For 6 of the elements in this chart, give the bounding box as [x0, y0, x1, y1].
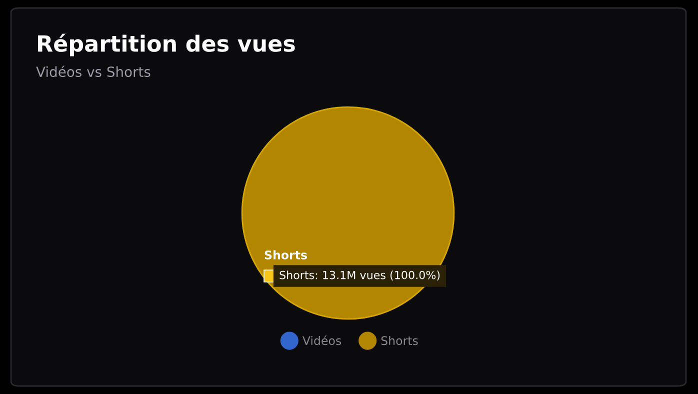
chart-title: Répartition des vues [38, 34, 295, 56]
legend-label: Shorts [381, 336, 418, 346]
text: Shorts: 13.1M vues (100.0%) [280, 270, 440, 281]
text: Shorts [264, 250, 307, 260]
text: Vidéos vs Shorts [36, 66, 150, 78]
legend-label: Vidéos [302, 335, 342, 346]
